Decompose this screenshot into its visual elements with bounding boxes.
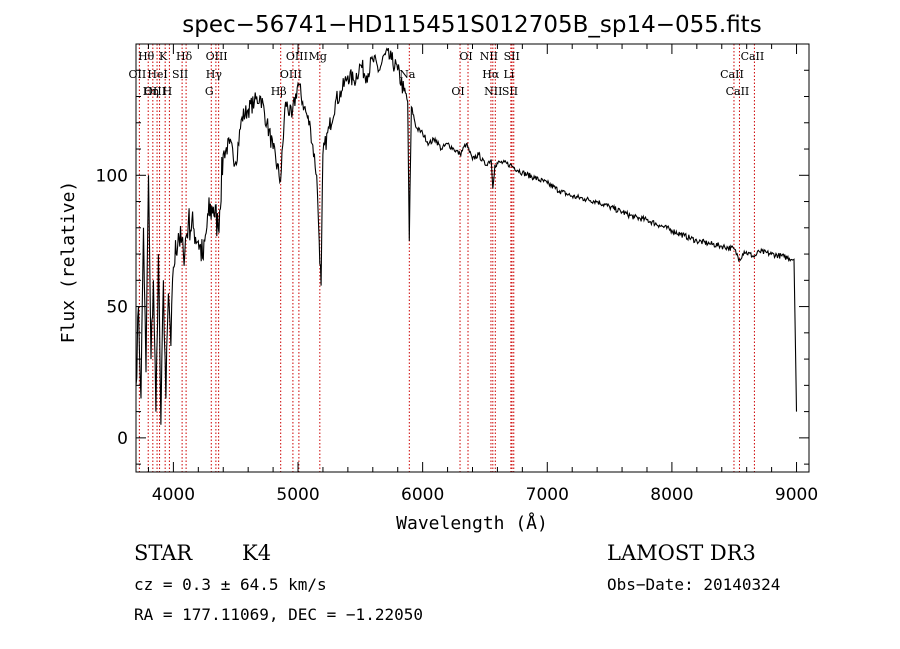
y-tick-label: 0 [117, 429, 128, 449]
x-tick-label: 8000 [650, 485, 693, 505]
obs-date-readout: Obs−Date: 20140324 [607, 575, 780, 594]
line-marker-label: Mg [309, 50, 327, 63]
line-marker-label: CaII [741, 50, 765, 63]
line-marker-label: OIII [206, 50, 228, 63]
line-marker-label: OII [129, 68, 147, 81]
line-marker-label: SII [504, 50, 520, 63]
x-tick-label: 9000 [775, 485, 818, 505]
y-tick-label: 100 [96, 166, 128, 186]
line-marker-label: OIII [286, 50, 308, 63]
x-tick-label: 6000 [401, 485, 444, 505]
y-tick-label: 50 [106, 298, 128, 318]
line-marker-label: Hη [143, 85, 159, 98]
line-marker-label: G [205, 85, 214, 98]
line-marker-label: K [159, 50, 168, 63]
line-marker-label: Hα [482, 68, 500, 81]
line-marker-label: HeI [147, 68, 167, 81]
line-marker-label: CaII [726, 85, 750, 98]
plot-frame [135, 43, 810, 473]
object-subclass: K4 [242, 541, 271, 565]
redshift-readout: cz = 0.3 ± 64.5 km/s [134, 575, 327, 594]
x-tick-label: 5000 [276, 485, 319, 505]
line-marker-label: Na [399, 68, 416, 81]
x-axis-ticks: 4000 5000 6000 7000 8000 9000 [147, 44, 818, 505]
x-tick-label: 4000 [152, 485, 195, 505]
y-axis-label: Flux (relative) [58, 181, 79, 344]
line-marker-label: NII [480, 50, 498, 63]
line-marker-label: H [163, 85, 173, 98]
coordinates-readout: RA = 177.11069, DEC = −1.22050 [134, 605, 423, 624]
spectral-line-markers [138, 44, 755, 472]
line-marker-label: Hδ [176, 50, 193, 63]
line-marker-label: Li [503, 68, 514, 81]
spectral-line-labels: HθOIIOIIIKHeIHηHδSIIHOIIIHγGOIIIOIIIHβMg… [129, 50, 765, 98]
spectrum-series-line [135, 47, 798, 425]
line-marker-label: Hγ [206, 68, 223, 81]
y-axis-ticks: 0 50 100 [96, 69, 809, 465]
line-marker-label: SII [172, 68, 188, 81]
line-marker-label: Hβ [271, 85, 287, 98]
line-marker-label: OI [459, 50, 472, 63]
line-marker-label: SII [502, 85, 518, 98]
object-class: STAR [134, 541, 193, 565]
survey-name: LAMOST DR3 [607, 541, 756, 565]
line-marker-label: OIII [280, 68, 302, 81]
chart-title: spec−56741−HD115451S012705B_sp14−055.fit… [182, 12, 761, 38]
x-axis-label: Wavelength (Å) [396, 512, 548, 534]
line-marker-label: OI [451, 85, 464, 98]
line-marker-label: NII [484, 85, 502, 98]
line-marker-label: CaII [720, 68, 744, 81]
line-marker-label: Hθ [138, 50, 155, 63]
x-tick-label: 7000 [526, 485, 569, 505]
line-marker-label: OIII [144, 85, 166, 98]
